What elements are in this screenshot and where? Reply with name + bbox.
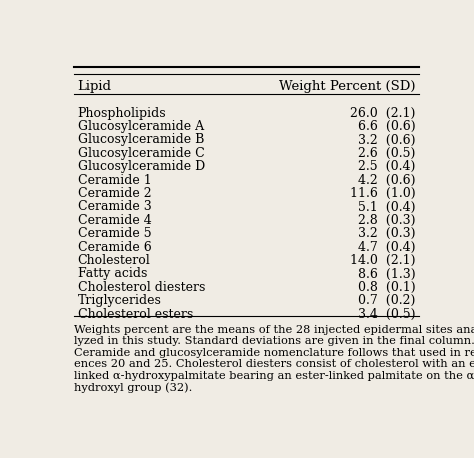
Text: 2.6  (0.5): 2.6 (0.5) [358, 147, 416, 160]
Text: Glucosylceramide A: Glucosylceramide A [78, 120, 204, 133]
Text: 4.7  (0.4): 4.7 (0.4) [358, 240, 416, 254]
Text: Ceramide 4: Ceramide 4 [78, 214, 151, 227]
Text: Ceramide 1: Ceramide 1 [78, 174, 151, 187]
Text: 14.0  (2.1): 14.0 (2.1) [350, 254, 416, 267]
Text: 3.2  (0.6): 3.2 (0.6) [358, 133, 416, 147]
Text: 0.7  (0.2): 0.7 (0.2) [358, 294, 416, 307]
Text: Weights percent are the means of the 28 injected epidermal sites ana-
lyzed in t: Weights percent are the means of the 28 … [74, 325, 474, 393]
Text: 5.1  (0.4): 5.1 (0.4) [358, 201, 416, 213]
Text: Ceramide 5: Ceramide 5 [78, 227, 151, 240]
Text: Lipid: Lipid [78, 80, 111, 93]
Text: 4.2  (0.6): 4.2 (0.6) [358, 174, 416, 187]
Text: 0.8  (0.1): 0.8 (0.1) [358, 281, 416, 294]
Text: 2.5  (0.4): 2.5 (0.4) [358, 160, 416, 173]
Text: Ceramide 6: Ceramide 6 [78, 240, 151, 254]
Text: Glucosylceramide D: Glucosylceramide D [78, 160, 205, 173]
Text: 26.0  (2.1): 26.0 (2.1) [350, 107, 416, 120]
Text: Ceramide 2: Ceramide 2 [78, 187, 151, 200]
Text: Triglycerides: Triglycerides [78, 294, 162, 307]
Text: 3.2  (0.3): 3.2 (0.3) [358, 227, 416, 240]
Text: Cholesterol esters: Cholesterol esters [78, 308, 193, 321]
Text: Weight Percent (SD): Weight Percent (SD) [279, 80, 416, 93]
Text: Cholesterol: Cholesterol [78, 254, 150, 267]
Text: 3.4  (0.5): 3.4 (0.5) [358, 308, 416, 321]
Text: 2.8  (0.3): 2.8 (0.3) [358, 214, 416, 227]
Text: 6.6  (0.6): 6.6 (0.6) [358, 120, 416, 133]
Text: Phospholipids: Phospholipids [78, 107, 166, 120]
Text: Fatty acids: Fatty acids [78, 267, 147, 280]
Text: Cholesterol diesters: Cholesterol diesters [78, 281, 205, 294]
Text: 11.6  (1.0): 11.6 (1.0) [350, 187, 416, 200]
Text: 8.6  (1.3): 8.6 (1.3) [358, 267, 416, 280]
Text: Glucosylceramide B: Glucosylceramide B [78, 133, 204, 147]
Text: Ceramide 3: Ceramide 3 [78, 201, 151, 213]
Text: Glucosylceramide C: Glucosylceramide C [78, 147, 204, 160]
